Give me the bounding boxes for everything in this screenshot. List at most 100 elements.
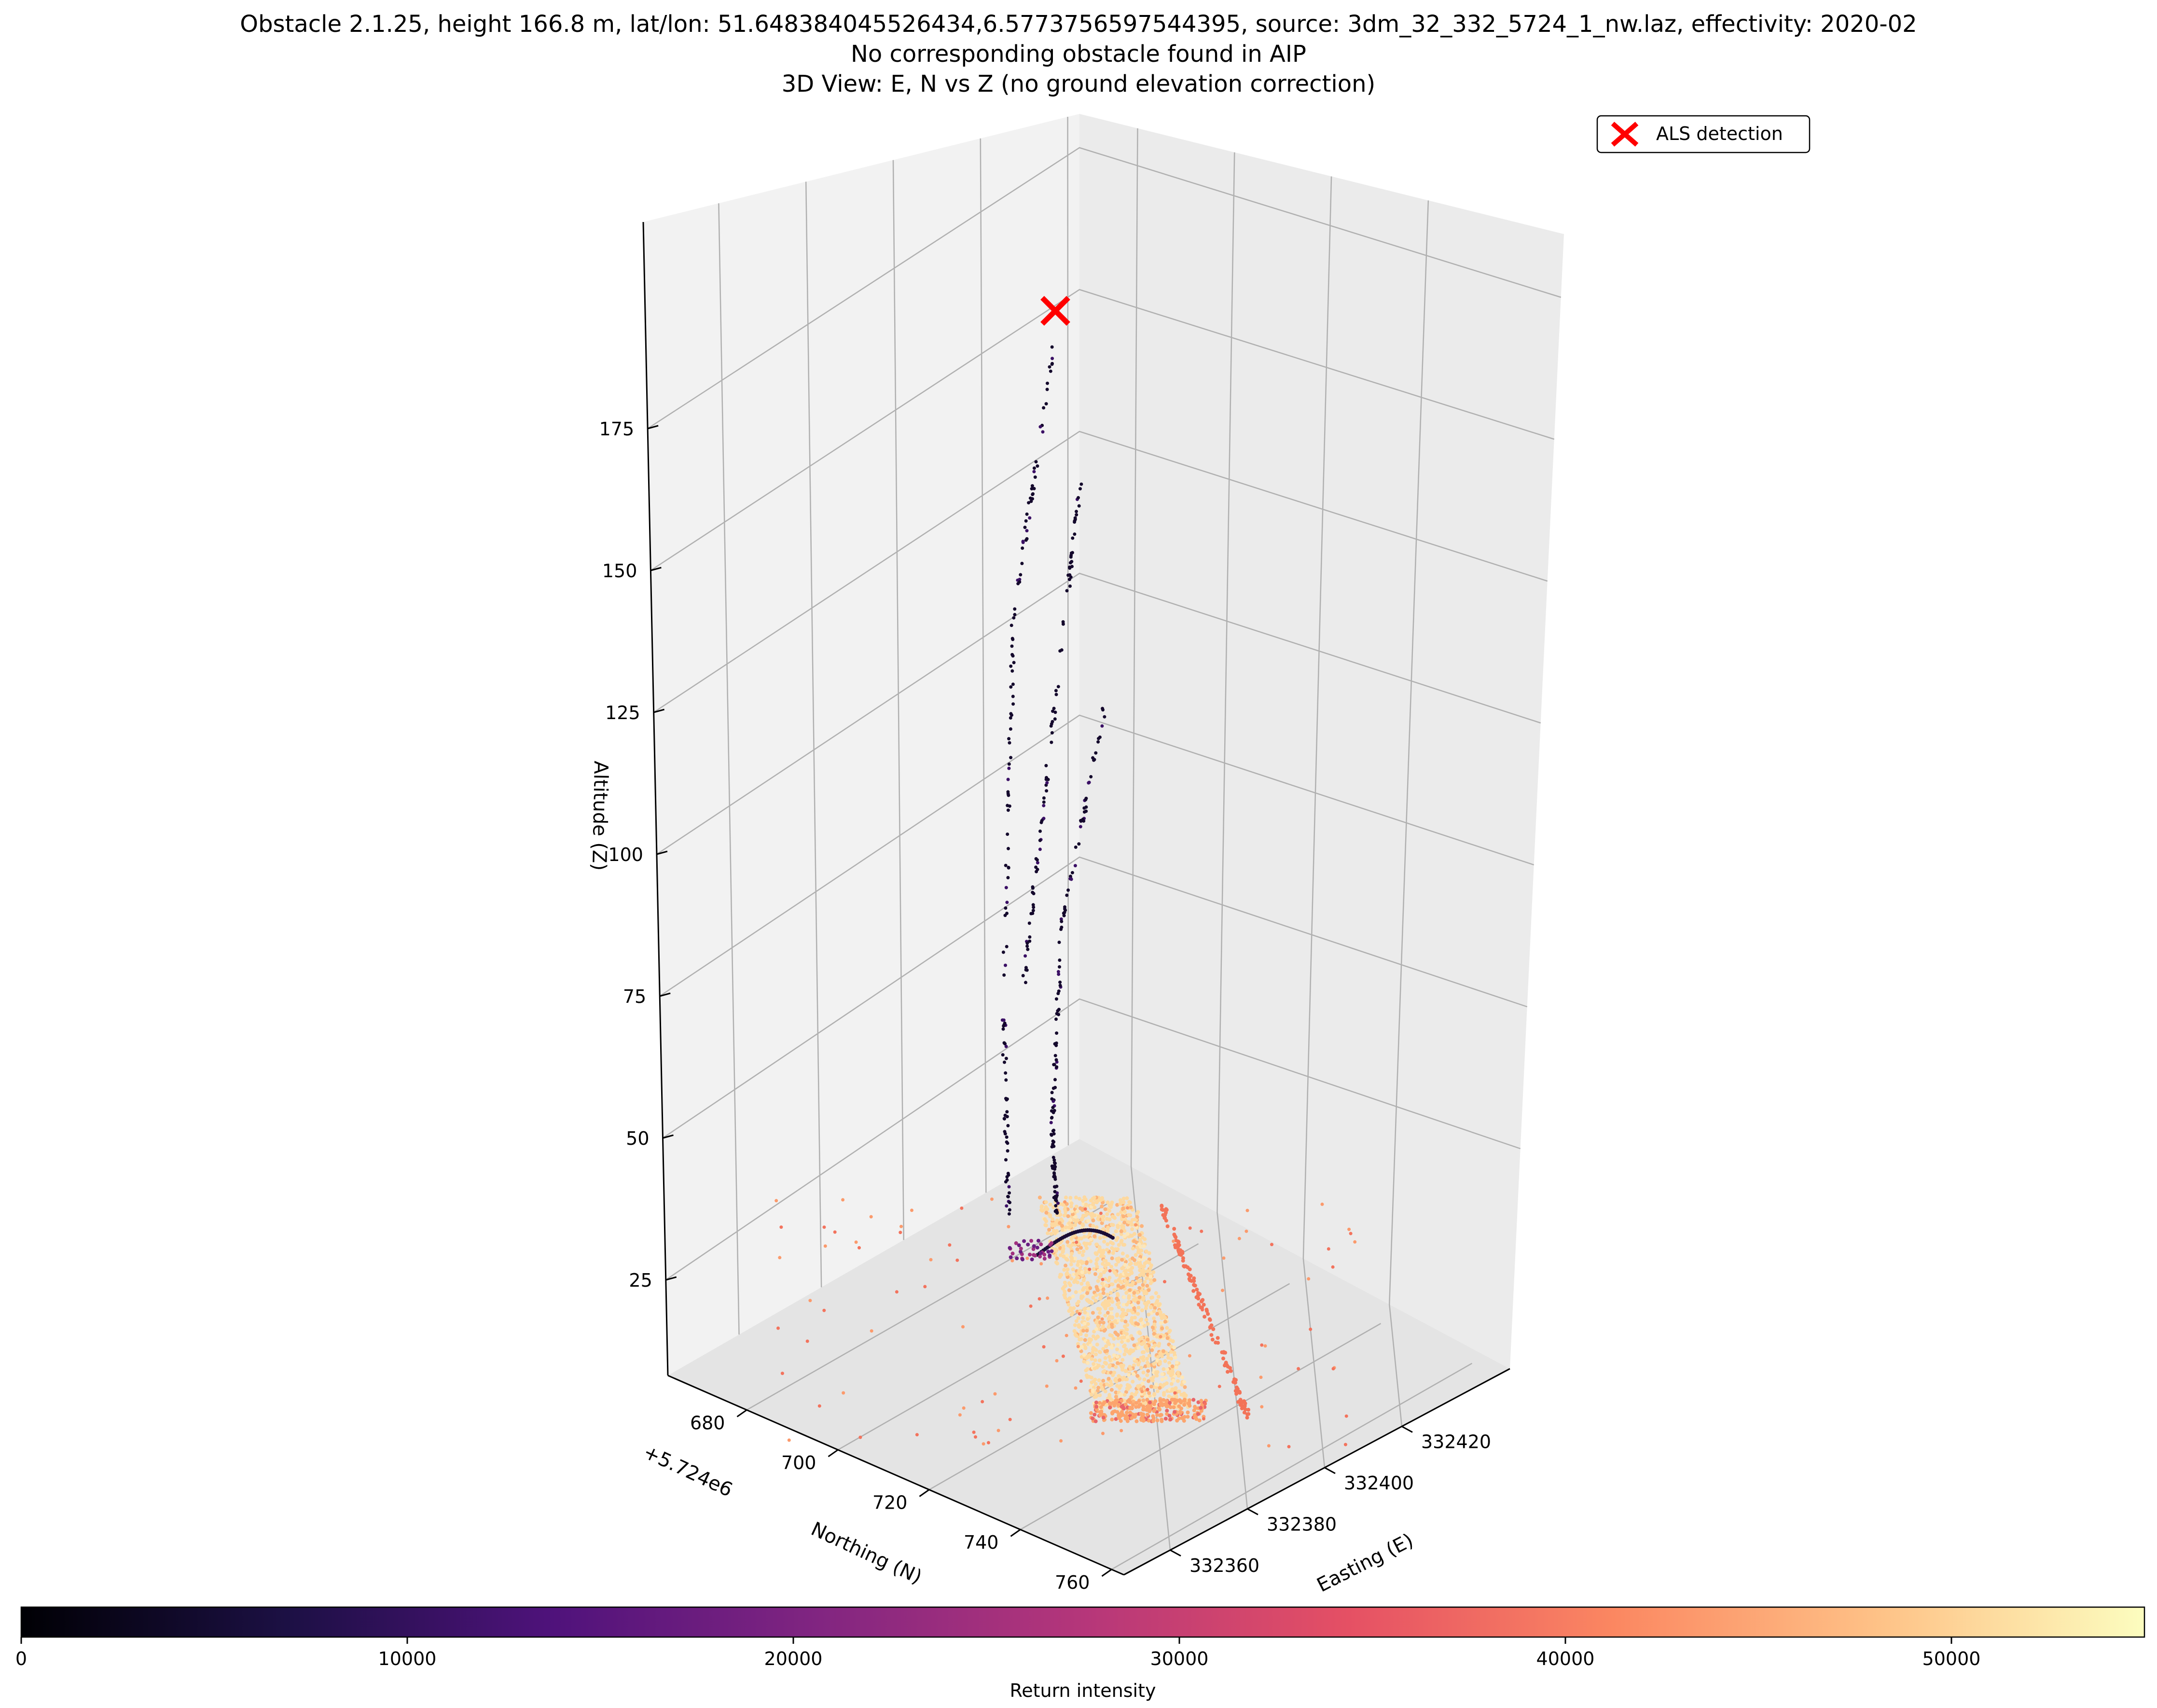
cloud-point [1031, 1247, 1036, 1251]
cloud-point [1115, 1355, 1120, 1359]
cloud-point [974, 1435, 977, 1439]
cloud-point [1108, 1405, 1112, 1410]
colorbar: 0 10000 20000 30000 40000 50000 Return intens… [15, 1606, 2145, 1701]
cloud-point [1221, 1289, 1224, 1292]
cloud-point [1117, 1243, 1121, 1247]
cloud-point [1140, 1336, 1144, 1340]
cloud-point [1069, 877, 1073, 881]
cloud-point [1343, 1443, 1347, 1446]
cloud-point [1037, 1297, 1041, 1301]
cloud-point [990, 1197, 994, 1201]
cloud-point [1033, 475, 1037, 479]
cloud-point [1083, 1266, 1087, 1271]
cloud-point [1005, 1204, 1009, 1208]
cloud-point [1091, 1416, 1095, 1421]
cloud-point [1169, 1382, 1174, 1386]
cloud-point [1106, 1278, 1111, 1283]
cloud-point [1081, 1329, 1085, 1333]
cloud-point [1154, 1291, 1158, 1295]
cloud-point [1094, 1252, 1099, 1256]
northing-wall-gridline [805, 181, 822, 1288]
point-cloud [774, 345, 1357, 1448]
cloud-point [1111, 1363, 1115, 1368]
cloud-point [1073, 532, 1077, 536]
cloud-point [1136, 1346, 1141, 1350]
cloud-point [1160, 1372, 1164, 1376]
cloud-point [1024, 981, 1027, 985]
cloud-point [1211, 1327, 1216, 1331]
cloud-point [1139, 1412, 1143, 1416]
cloud-point [1151, 1419, 1156, 1423]
cloud-point [1114, 1229, 1118, 1234]
cloud-point [1109, 1291, 1113, 1295]
cloud-point [1055, 1262, 1059, 1265]
cloud-point [1112, 1353, 1116, 1358]
cloud-point [1024, 968, 1028, 972]
cloud-point [1170, 1387, 1175, 1391]
cloud-point [1035, 1246, 1039, 1250]
cloud-point [1006, 790, 1010, 794]
cloud-point [1025, 537, 1029, 541]
cloud-point [1115, 1302, 1120, 1306]
cloud-point [1067, 1296, 1072, 1301]
cloud-point [1084, 798, 1088, 802]
cloud-point [1349, 1232, 1353, 1236]
cloud-point [1106, 1376, 1111, 1381]
cloud-point [1078, 1312, 1081, 1316]
cloud-point [842, 1391, 845, 1395]
cloud-point [1143, 1364, 1148, 1368]
cloud-point [948, 1243, 952, 1247]
cloud-point [1105, 1217, 1109, 1221]
cloud-point [1152, 1309, 1156, 1313]
cloud-point [1130, 1283, 1134, 1287]
cloud-point [1103, 1349, 1107, 1354]
cloud-point [1125, 1419, 1130, 1423]
cloud-point [1051, 709, 1055, 713]
cloud-point [1089, 1384, 1093, 1388]
cloud-point [1050, 740, 1053, 744]
cloud-point [1117, 1414, 1121, 1418]
cloud-point [1137, 1295, 1142, 1299]
cloud-point [1094, 751, 1098, 755]
cloud-point [1076, 1316, 1080, 1320]
cloud-point [1196, 1412, 1200, 1416]
cloud-point [1107, 1342, 1111, 1346]
cloud-point [1125, 1323, 1130, 1327]
title-block: Obstacle 2.1.25, height 166.8 m, lat/lon… [240, 11, 1917, 97]
cloud-point [1164, 1381, 1169, 1386]
colorbar-tick-label: 10000 [378, 1648, 437, 1669]
cloud-point [1085, 1281, 1090, 1286]
cloud-point [1060, 919, 1064, 923]
cloud-point [1083, 1207, 1087, 1211]
cloud-point [1068, 584, 1072, 588]
cloud-point [1048, 365, 1051, 369]
cloud-point [1172, 1351, 1176, 1355]
cloud-point [1003, 1130, 1007, 1134]
cloud-point [1082, 810, 1086, 814]
z-tick-mark [665, 1276, 677, 1281]
cloud-point [1331, 1367, 1335, 1371]
cloud-point [1078, 1332, 1083, 1336]
cloud-point [1007, 1212, 1011, 1216]
cloud-point [1095, 1199, 1100, 1203]
cloud-point [1014, 1241, 1018, 1245]
cloud-point [1092, 1395, 1097, 1399]
cloud-point [1179, 1400, 1183, 1404]
cloud-point [1068, 1195, 1073, 1200]
cloud-point [1157, 1407, 1161, 1412]
cloud-point [996, 1429, 1000, 1432]
cloud-point [1096, 1306, 1100, 1311]
cloud-point [1018, 580, 1022, 584]
cloud-point [1005, 1110, 1009, 1114]
cloud-point [1096, 1334, 1100, 1339]
cloud-point [1076, 1345, 1080, 1348]
cloud-point [1010, 1259, 1014, 1263]
cloud-point [1197, 1418, 1202, 1423]
cloud-point [1039, 1251, 1043, 1255]
z-tick-mark [647, 425, 659, 430]
cloud-point [1113, 1271, 1117, 1275]
cloud-point [1009, 756, 1013, 760]
cloud-point [1044, 778, 1048, 781]
z-tick-mark [659, 992, 671, 997]
cloud-point [1062, 1213, 1066, 1218]
